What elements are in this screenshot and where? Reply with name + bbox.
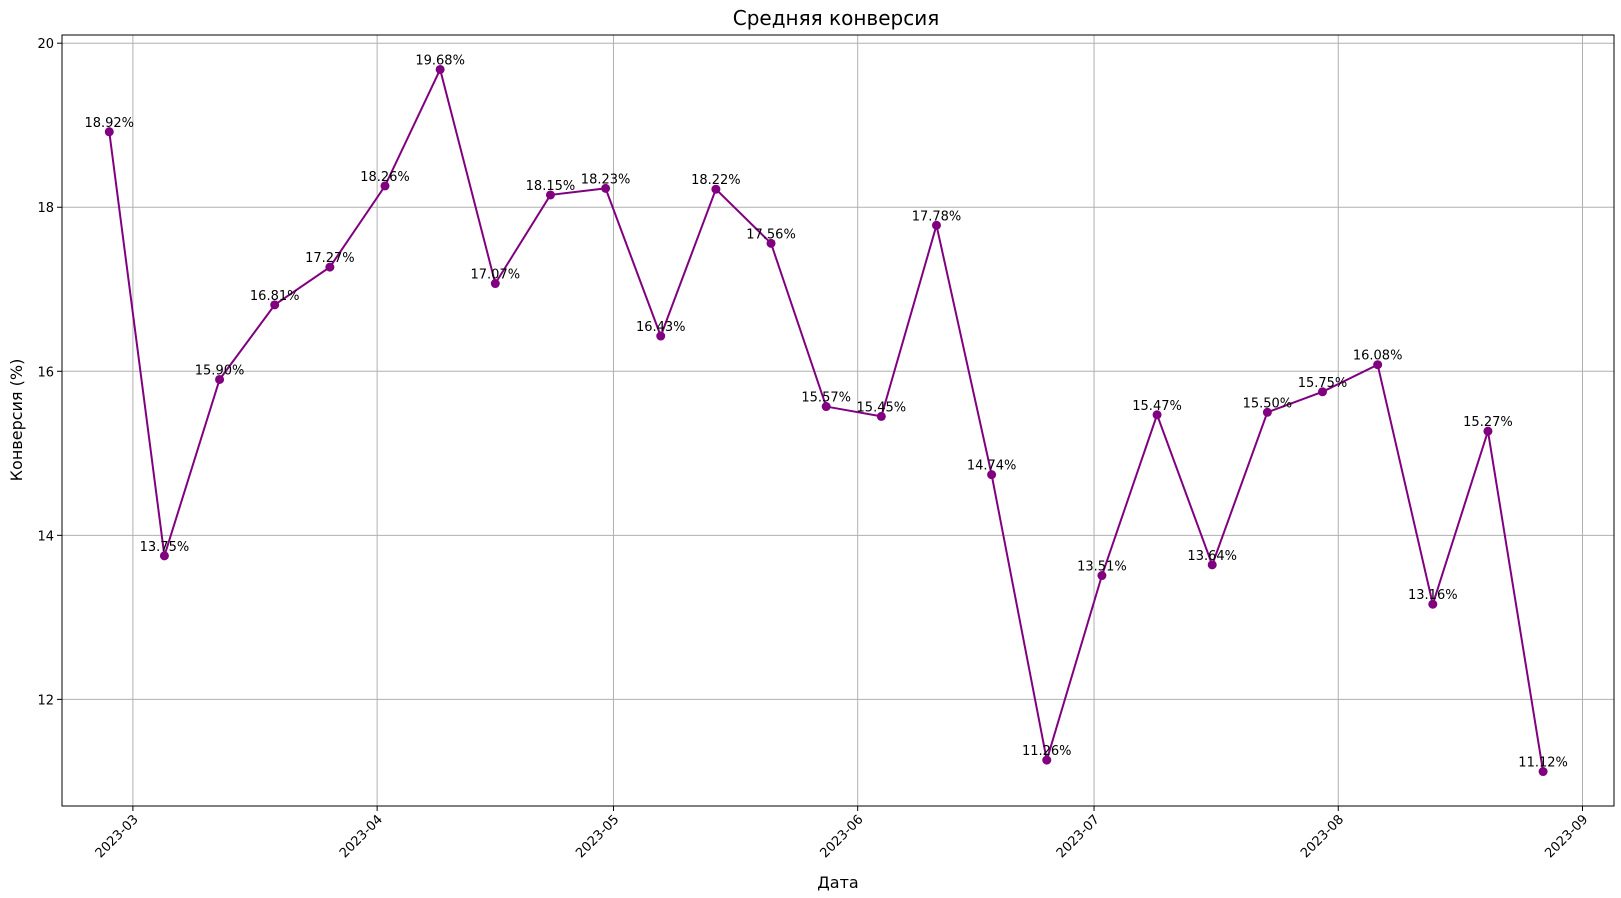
data-label: 18.92% xyxy=(84,116,134,131)
chart-title: Средняя конверсия xyxy=(733,6,940,30)
data-label: 15.27% xyxy=(1463,415,1513,430)
data-label: 11.12% xyxy=(1518,756,1568,771)
data-label: 13.51% xyxy=(1077,560,1127,575)
data-point xyxy=(987,470,997,480)
data-label: 15.50% xyxy=(1243,396,1293,411)
axes: 12 14 16 18 20 2023-03 2023-04 2023-05 2023-06 20… xyxy=(37,34,1615,861)
x-tick-label: 2023-07 xyxy=(1054,812,1103,861)
data-label: 13.75% xyxy=(140,540,190,555)
y-tick-label: 14 xyxy=(37,529,54,544)
x-tick-label: 2023-08 xyxy=(1298,812,1347,861)
data-point xyxy=(1538,767,1548,777)
x-tick-label: 2023-03 xyxy=(93,812,142,861)
x-tick-label: 2023-06 xyxy=(818,812,867,861)
plot-frame xyxy=(61,34,1615,807)
x-axis-label: Дата xyxy=(817,873,858,892)
x-tick-label: 2023-05 xyxy=(573,812,622,861)
data-point xyxy=(159,551,169,561)
data-point xyxy=(1152,410,1162,420)
data-point xyxy=(215,374,225,384)
y-tick-label: 20 xyxy=(37,37,54,52)
data-point xyxy=(1373,360,1383,370)
x-tick-label: 2023-09 xyxy=(1542,812,1591,861)
series-layer: 18.92% 13.75% 15.90% 16.81% 17.27% 18.26% 19.6… xyxy=(84,53,1568,777)
grid xyxy=(62,35,1614,806)
data-point xyxy=(1483,426,1493,436)
data-point xyxy=(325,262,335,272)
data-label: 13.16% xyxy=(1408,588,1458,603)
data-label: 18.23% xyxy=(581,172,631,187)
data-label: 19.68% xyxy=(415,53,465,68)
data-label: 15.47% xyxy=(1132,399,1182,414)
data-label: 15.90% xyxy=(195,363,245,378)
data-point xyxy=(876,411,886,421)
data-point xyxy=(1262,407,1272,417)
data-label: 18.26% xyxy=(360,170,410,185)
data-label: 17.27% xyxy=(305,251,355,266)
data-label: 18.22% xyxy=(691,173,741,188)
data-point xyxy=(711,184,721,194)
data-point xyxy=(270,300,280,310)
data-label: 15.57% xyxy=(801,391,851,406)
data-label: 11.26% xyxy=(1022,744,1072,759)
data-point xyxy=(1042,755,1052,765)
data-label: 17.56% xyxy=(746,227,796,242)
data-point xyxy=(821,402,831,412)
data-label: 16.81% xyxy=(250,289,300,304)
data-point xyxy=(435,64,445,74)
data-point xyxy=(656,331,666,341)
y-tick-label: 18 xyxy=(37,201,54,216)
y-tick-label: 16 xyxy=(37,365,54,380)
data-label: 15.75% xyxy=(1298,376,1348,391)
data-point xyxy=(1097,571,1107,581)
data-label: 17.07% xyxy=(471,268,521,283)
series-line xyxy=(108,66,1545,772)
data-point xyxy=(601,183,611,193)
data-point xyxy=(490,279,500,289)
data-point xyxy=(931,220,941,230)
data-point xyxy=(545,190,555,200)
data-point xyxy=(766,238,776,248)
data-label: 18.15% xyxy=(526,179,576,194)
data-label: 13.64% xyxy=(1187,549,1237,564)
data-label: 17.78% xyxy=(912,209,962,224)
x-tick-label: 2023-04 xyxy=(337,812,386,861)
data-point xyxy=(104,127,114,137)
data-point xyxy=(1318,387,1328,397)
data-point xyxy=(380,181,390,191)
data-point xyxy=(1207,560,1217,570)
y-axis-label: Конверсия (%) xyxy=(7,359,26,482)
data-label: 16.08% xyxy=(1353,349,1403,364)
data-label: 14.74% xyxy=(967,459,1017,474)
y-tick-label: 12 xyxy=(37,693,54,708)
data-point xyxy=(1428,599,1438,609)
data-label: 15.45% xyxy=(857,400,907,415)
data-label: 16.43% xyxy=(636,320,686,335)
